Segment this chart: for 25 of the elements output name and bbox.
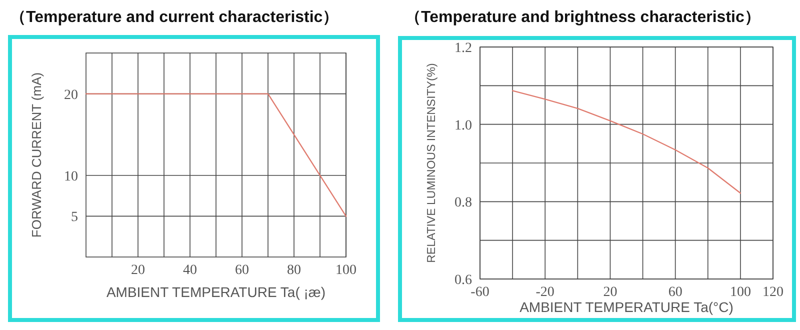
chart-title: （Temperature and current characteristic）: [10, 9, 339, 26]
y-tick-label: 5: [71, 210, 78, 226]
chart-title: （Temperature and brightness characteristic）: [405, 9, 760, 26]
x-tick-label: 120: [762, 285, 784, 300]
y-tick-label: 10: [64, 169, 78, 184]
x-tick-label: 20: [603, 285, 618, 300]
x-tick-label: 60: [235, 263, 249, 278]
x-tick-label: -60: [470, 285, 490, 300]
y-tick-label: 1.0: [454, 118, 472, 134]
line-series: [512, 90, 742, 194]
x-tick-label: 100: [336, 263, 356, 278]
x-axis-title: AMBIENT TEMPERATURE Ta( ¡æ): [106, 284, 326, 300]
x-tick-label: 20: [131, 263, 145, 278]
x-tick-label: 60: [668, 285, 682, 300]
x-axis-title: AMBIENT TEMPERATURE Ta(°C): [520, 299, 734, 315]
y-tick-label: 0.8: [454, 196, 472, 211]
x-tick-label: 80: [287, 263, 301, 278]
y-tick-label: 0.6: [454, 273, 472, 288]
x-tick-label: 40: [183, 263, 197, 278]
y-axis-title: RELATIVE LUMINOUS INTENSITY(%): [426, 62, 438, 263]
y-tick-label: 1.2: [454, 41, 472, 56]
x-tick-label: 100: [730, 285, 751, 300]
y-tick-label: 20: [64, 88, 78, 103]
y-axis-title: FORWARD CURRENT (mA): [29, 72, 44, 238]
x-tick-label: -20: [536, 285, 554, 300]
